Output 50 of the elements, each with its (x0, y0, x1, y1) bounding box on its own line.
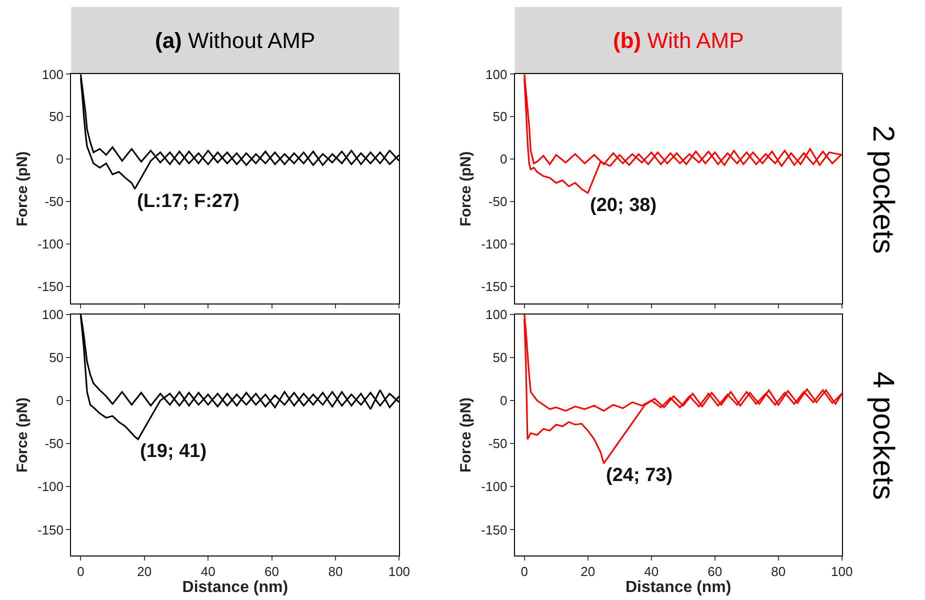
y-tick-label: 0 (500, 152, 508, 167)
chart-title: (b) With AMP (613, 28, 744, 53)
y-tick-label: 0 (56, 152, 64, 167)
chart-title: (a) Without AMP (155, 28, 316, 53)
y-tick-label: 100 (486, 66, 508, 82)
y-tick-label: -100 (38, 236, 64, 252)
x-tick-label: 0 (520, 564, 528, 580)
y-axis-title: Force (pN) (14, 151, 31, 226)
x-tick-label: 60 (264, 564, 280, 580)
x-tick-label: 60 (708, 564, 722, 580)
x-tick-label: 80 (771, 564, 786, 580)
y-tick-label: 100 (42, 66, 64, 82)
y-tick-label: -150 (481, 279, 508, 294)
x-axis-title: Distance (nm) (182, 579, 288, 596)
y-tick-label: 100 (42, 306, 64, 322)
y-tick-label: -150 (481, 522, 508, 538)
y-axis-title: Force (pN) (457, 151, 474, 226)
x-tick-label: 80 (328, 564, 343, 580)
x-tick-label: 20 (580, 564, 596, 580)
x-axis-title: Distance (nm) (625, 579, 732, 596)
y-tick-label: -150 (38, 522, 64, 538)
y-tick-label: 0 (500, 393, 508, 408)
y-tick-label: 50 (492, 350, 508, 365)
x-tick-label: 40 (200, 564, 216, 580)
y-tick-label: 0 (56, 393, 64, 408)
text: 2 pockets (866, 125, 900, 254)
x-tick-label: 100 (831, 564, 853, 580)
y-tick-label: 50 (492, 109, 508, 124)
text: 4 pockets (866, 371, 900, 500)
annotation: (20; 38) (590, 195, 657, 216)
y-tick-label: 100 (486, 306, 508, 322)
y-tick-label: -50 (44, 436, 64, 452)
x-tick-label: 40 (644, 564, 659, 580)
annotation: (L:17; F:27) (137, 191, 240, 212)
annotation: (19; 41) (140, 441, 207, 462)
y-tick-label: -100 (481, 479, 508, 494)
y-tick-label: -100 (481, 236, 508, 252)
y-tick-label: -50 (488, 436, 508, 452)
y-tick-label: -150 (38, 279, 64, 294)
x-tick-label: 100 (388, 564, 410, 580)
y-tick-label: -50 (44, 194, 64, 210)
y-axis-title: Force (pN) (457, 397, 474, 472)
y-tick-label: -100 (38, 479, 64, 494)
x-tick-label: 0 (77, 564, 84, 580)
annotation: (24; 73) (606, 465, 673, 486)
y-tick-label: -50 (488, 194, 508, 210)
y-tick-label: 50 (49, 109, 64, 124)
y-tick-label: 50 (49, 350, 64, 365)
x-tick-label: 20 (137, 564, 152, 580)
y-axis-title: Force (pN) (14, 397, 31, 472)
